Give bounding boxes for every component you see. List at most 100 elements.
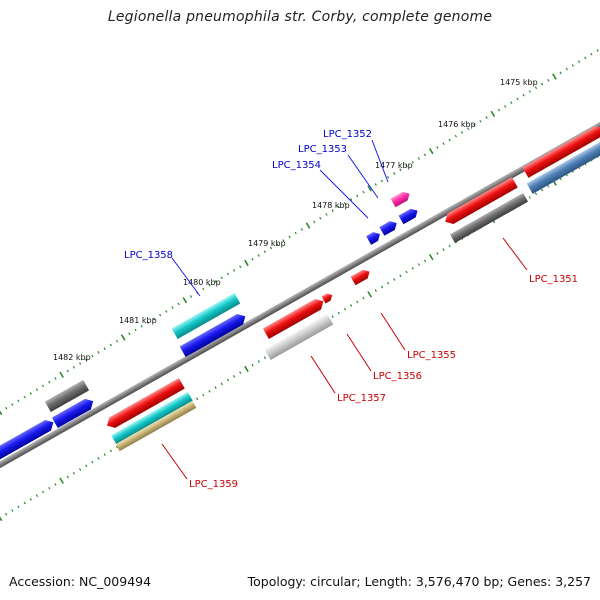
minor-tick [343, 201, 347, 205]
gene-label[interactable]: LPC_1353 [298, 144, 347, 155]
gene-label[interactable]: LPC_1359 [189, 479, 238, 490]
gene-label[interactable]: LPC_1351 [529, 274, 578, 285]
minor-tick [497, 108, 501, 112]
minor-tick [158, 313, 162, 317]
gene-feature-gray[interactable] [44, 379, 90, 413]
minor-tick [559, 71, 562, 75]
minor-tick [128, 332, 131, 336]
minor-tick [386, 175, 390, 179]
upper-scale-ticks [0, 49, 599, 416]
minor-tick [534, 192, 538, 196]
minor-tick [423, 259, 427, 263]
minor-tick [571, 64, 575, 67]
minor-tick [140, 324, 143, 328]
minor-tick [103, 347, 106, 350]
minor-tick [337, 311, 340, 315]
gene-label[interactable]: LPC_1354 [272, 160, 321, 171]
gene-LPC_1356[interactable] [321, 292, 335, 304]
minor-tick [251, 257, 254, 261]
gene-LPC_1351-track[interactable] [526, 140, 600, 194]
minor-tick [29, 392, 32, 395]
minor-tick [11, 403, 14, 406]
gene-label[interactable]: LPC_1357 [337, 393, 386, 404]
gene-feature-blue[interactable] [51, 396, 96, 429]
minor-tick [282, 239, 285, 242]
minor-tick [590, 52, 593, 56]
gene-LPC_1353[interactable] [398, 206, 420, 225]
gene-LPC_1359-track[interactable] [111, 391, 193, 445]
major-tick [59, 371, 64, 378]
scale-label: 1479 kbp [248, 239, 286, 248]
minor-tick [380, 285, 384, 289]
gene-label[interactable]: LPC_1358 [124, 250, 173, 261]
minor-tick [115, 339, 119, 343]
scale-labels: 1475 kbp 1476 kbp 1477 kbp 1478 kbp 1479… [53, 78, 538, 362]
minor-tick [41, 490, 45, 494]
minor-tick [503, 105, 507, 108]
minor-tick [251, 363, 254, 367]
minor-tick [152, 317, 156, 321]
minor-tick [208, 389, 211, 393]
minor-tick [393, 278, 396, 281]
gene-LPC_1358-track[interactable] [179, 311, 249, 357]
gene-label[interactable]: LPC_1355 [407, 350, 456, 361]
gene-LPC_1355[interactable] [350, 267, 372, 286]
minor-tick [313, 220, 316, 224]
minor-tick [97, 350, 100, 354]
minor-tick [448, 138, 451, 142]
minor-tick [239, 265, 242, 269]
minor-tick [17, 505, 20, 509]
chromosome-backbone [0, 60, 600, 530]
minor-tick [48, 486, 51, 490]
gene-LPC_1354-small[interactable] [366, 230, 382, 245]
major-tick [59, 477, 64, 484]
minor-tick [436, 146, 439, 149]
minor-tick [448, 244, 451, 248]
gene-LPC_1359[interactable] [104, 378, 185, 431]
minor-tick [146, 321, 150, 324]
minor-tick [214, 280, 217, 283]
label-leader-lines [161, 139, 528, 480]
major-tick [490, 110, 496, 118]
minor-tick [109, 343, 113, 347]
minor-tick [171, 306, 174, 309]
scale-label: 1477 kbp [375, 161, 413, 170]
minor-tick [380, 179, 384, 183]
gene-LPC_1352[interactable] [390, 189, 412, 208]
gene-LPC_1359-track[interactable] [115, 400, 197, 452]
scale-label: 1476 kbp [438, 120, 476, 129]
accession-text: Accession: NC_009494 [9, 574, 152, 589]
minor-tick [374, 289, 377, 292]
minor-tick [417, 263, 421, 266]
gene-LPC_1351-segment[interactable] [442, 177, 518, 227]
gene-label[interactable]: LPC_1356 [373, 371, 422, 382]
gene-LPC_1358[interactable] [171, 293, 241, 339]
gene-LPC_1357-track[interactable] [264, 314, 334, 360]
minor-tick [226, 272, 230, 276]
minor-tick [23, 395, 26, 399]
minor-tick [189, 295, 193, 298]
minor-tick [11, 509, 14, 512]
minor-tick [479, 119, 482, 123]
gene-LPC_1351[interactable] [522, 123, 600, 178]
gene-LPC_1351-segment[interactable] [449, 192, 529, 244]
minor-tick [97, 456, 100, 460]
minor-tick [78, 468, 82, 471]
minor-tick [72, 365, 76, 369]
minor-tick [516, 97, 519, 101]
minor-tick [374, 183, 377, 186]
minor-tick [356, 300, 359, 304]
gene-label[interactable]: LPC_1352 [323, 129, 372, 140]
gene-LPC_1357[interactable] [262, 296, 326, 339]
minor-tick [115, 445, 119, 449]
major-tick [0, 410, 3, 416]
minor-tick [54, 483, 57, 486]
minor-tick [300, 228, 304, 231]
gene-LPC_1354[interactable] [379, 219, 399, 236]
minor-tick [85, 358, 88, 362]
minor-tick [510, 101, 513, 104]
minor-tick [417, 157, 421, 160]
minor-tick [85, 464, 88, 468]
gene-feature-blue[interactable] [0, 417, 56, 463]
minor-tick [232, 375, 236, 378]
